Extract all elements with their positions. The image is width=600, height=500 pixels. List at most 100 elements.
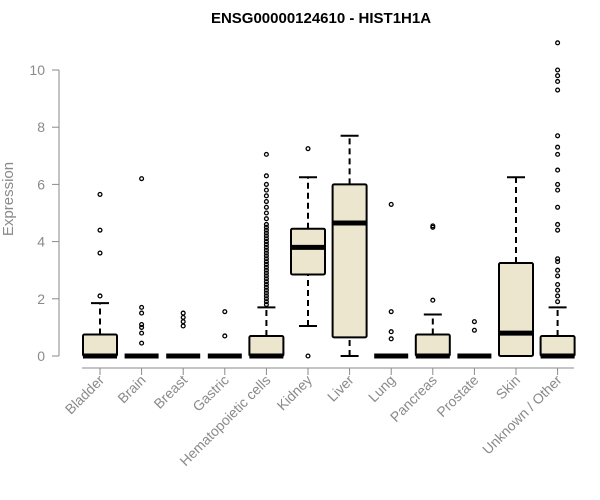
outlier-point <box>305 146 311 152</box>
box-iqr <box>248 334 285 358</box>
outlier-point <box>430 297 436 303</box>
box-iqr <box>539 334 576 358</box>
outlier-point <box>263 193 269 199</box>
y-axis-label: Expression <box>0 162 17 236</box>
outlier-point <box>139 324 145 330</box>
outlier-point <box>263 233 269 239</box>
outlier-point <box>388 201 394 207</box>
box-group <box>498 176 534 357</box>
outlier-point <box>97 293 103 299</box>
outlier-point <box>263 261 269 268</box>
box-group <box>248 151 285 359</box>
box-group <box>124 176 159 359</box>
outlier-point <box>139 340 145 346</box>
outlier-point <box>388 309 394 315</box>
y-tick-label: 0 <box>37 348 45 364</box>
box-iqr <box>82 333 118 357</box>
outlier-point <box>555 133 561 139</box>
outlier-point <box>222 309 228 315</box>
outlier-point <box>263 253 269 259</box>
x-tick-label: Skin <box>493 372 524 403</box>
outlier-point <box>180 319 186 325</box>
outlier-point <box>263 290 269 296</box>
outlier-point <box>180 310 186 316</box>
outlier-point <box>139 321 145 328</box>
outlier-point <box>388 336 394 342</box>
y-tick-label: 8 <box>37 119 45 135</box>
chart-title: ENSG00000124610 - HIST1H1A <box>211 10 431 27</box>
box-group <box>290 146 326 359</box>
outlier-point <box>263 181 269 187</box>
y-tick-label: 4 <box>37 234 45 250</box>
box-group <box>374 201 409 359</box>
outlier-point <box>555 144 561 150</box>
outlier-point <box>555 273 561 279</box>
outlier-point <box>263 276 269 282</box>
box-group <box>166 310 201 359</box>
outlier-point <box>263 247 269 253</box>
outlier-point <box>263 221 269 227</box>
outlier-point <box>430 223 436 229</box>
outlier-point <box>555 287 561 293</box>
outlier-point <box>555 73 561 79</box>
outlier-point <box>388 329 394 335</box>
outlier-point <box>139 304 145 310</box>
outlier-point <box>180 323 186 329</box>
outlier-point <box>263 264 269 270</box>
outlier-point <box>263 301 269 308</box>
outlier-point <box>263 173 269 179</box>
outlier-point <box>555 167 561 173</box>
outlier-point <box>263 227 269 233</box>
outlier-point <box>263 250 269 256</box>
outlier-point <box>555 267 561 273</box>
box-iqr <box>498 262 534 357</box>
outlier-point <box>263 267 269 273</box>
outlier-point <box>263 299 269 305</box>
box-group <box>414 223 451 359</box>
outlier-point <box>555 256 561 262</box>
outlier-point <box>263 281 269 288</box>
outlier-point <box>555 151 561 157</box>
boxes <box>82 40 576 359</box>
x-tick-label: Prostate <box>433 372 481 420</box>
box-iqr <box>414 333 451 357</box>
outlier-point <box>555 259 561 265</box>
outlier-point <box>555 221 561 227</box>
outlier-point <box>97 250 103 256</box>
x-tick-label: Brain <box>114 372 148 406</box>
outlier-point <box>97 191 103 197</box>
outlier-point <box>263 270 269 276</box>
y-tick-label: 2 <box>37 291 45 307</box>
x-tick-label: Lung <box>365 372 398 405</box>
outlier-point <box>263 236 269 242</box>
outlier-point <box>555 204 561 210</box>
outlier-point <box>263 296 269 302</box>
box-group <box>207 309 242 359</box>
outlier-point <box>263 199 269 205</box>
outlier-point <box>139 310 145 316</box>
outlier-point <box>555 67 561 73</box>
box-group <box>457 319 492 359</box>
outlier-point <box>555 281 561 288</box>
outlier-point <box>263 216 269 222</box>
box-iqr <box>331 183 368 339</box>
outlier-point <box>263 230 269 236</box>
outlier-point <box>555 293 561 299</box>
outlier-point <box>263 256 269 262</box>
outlier-point <box>263 224 269 230</box>
outlier-point <box>555 78 561 84</box>
outlier-point <box>263 279 269 285</box>
y-ticks: 0 2 4 6 8 10 <box>29 62 59 364</box>
outlier-point <box>263 287 269 293</box>
outlier-point <box>555 187 561 193</box>
x-tick-label: Unknown / Other <box>479 372 565 458</box>
outlier-point <box>263 284 269 290</box>
outlier-point <box>305 353 311 359</box>
y-tick-label: 10 <box>29 62 45 78</box>
outlier-point <box>471 327 477 333</box>
outlier-point <box>222 333 228 339</box>
outlier-point <box>555 181 561 187</box>
x-tick-label: Liver <box>324 372 357 405</box>
